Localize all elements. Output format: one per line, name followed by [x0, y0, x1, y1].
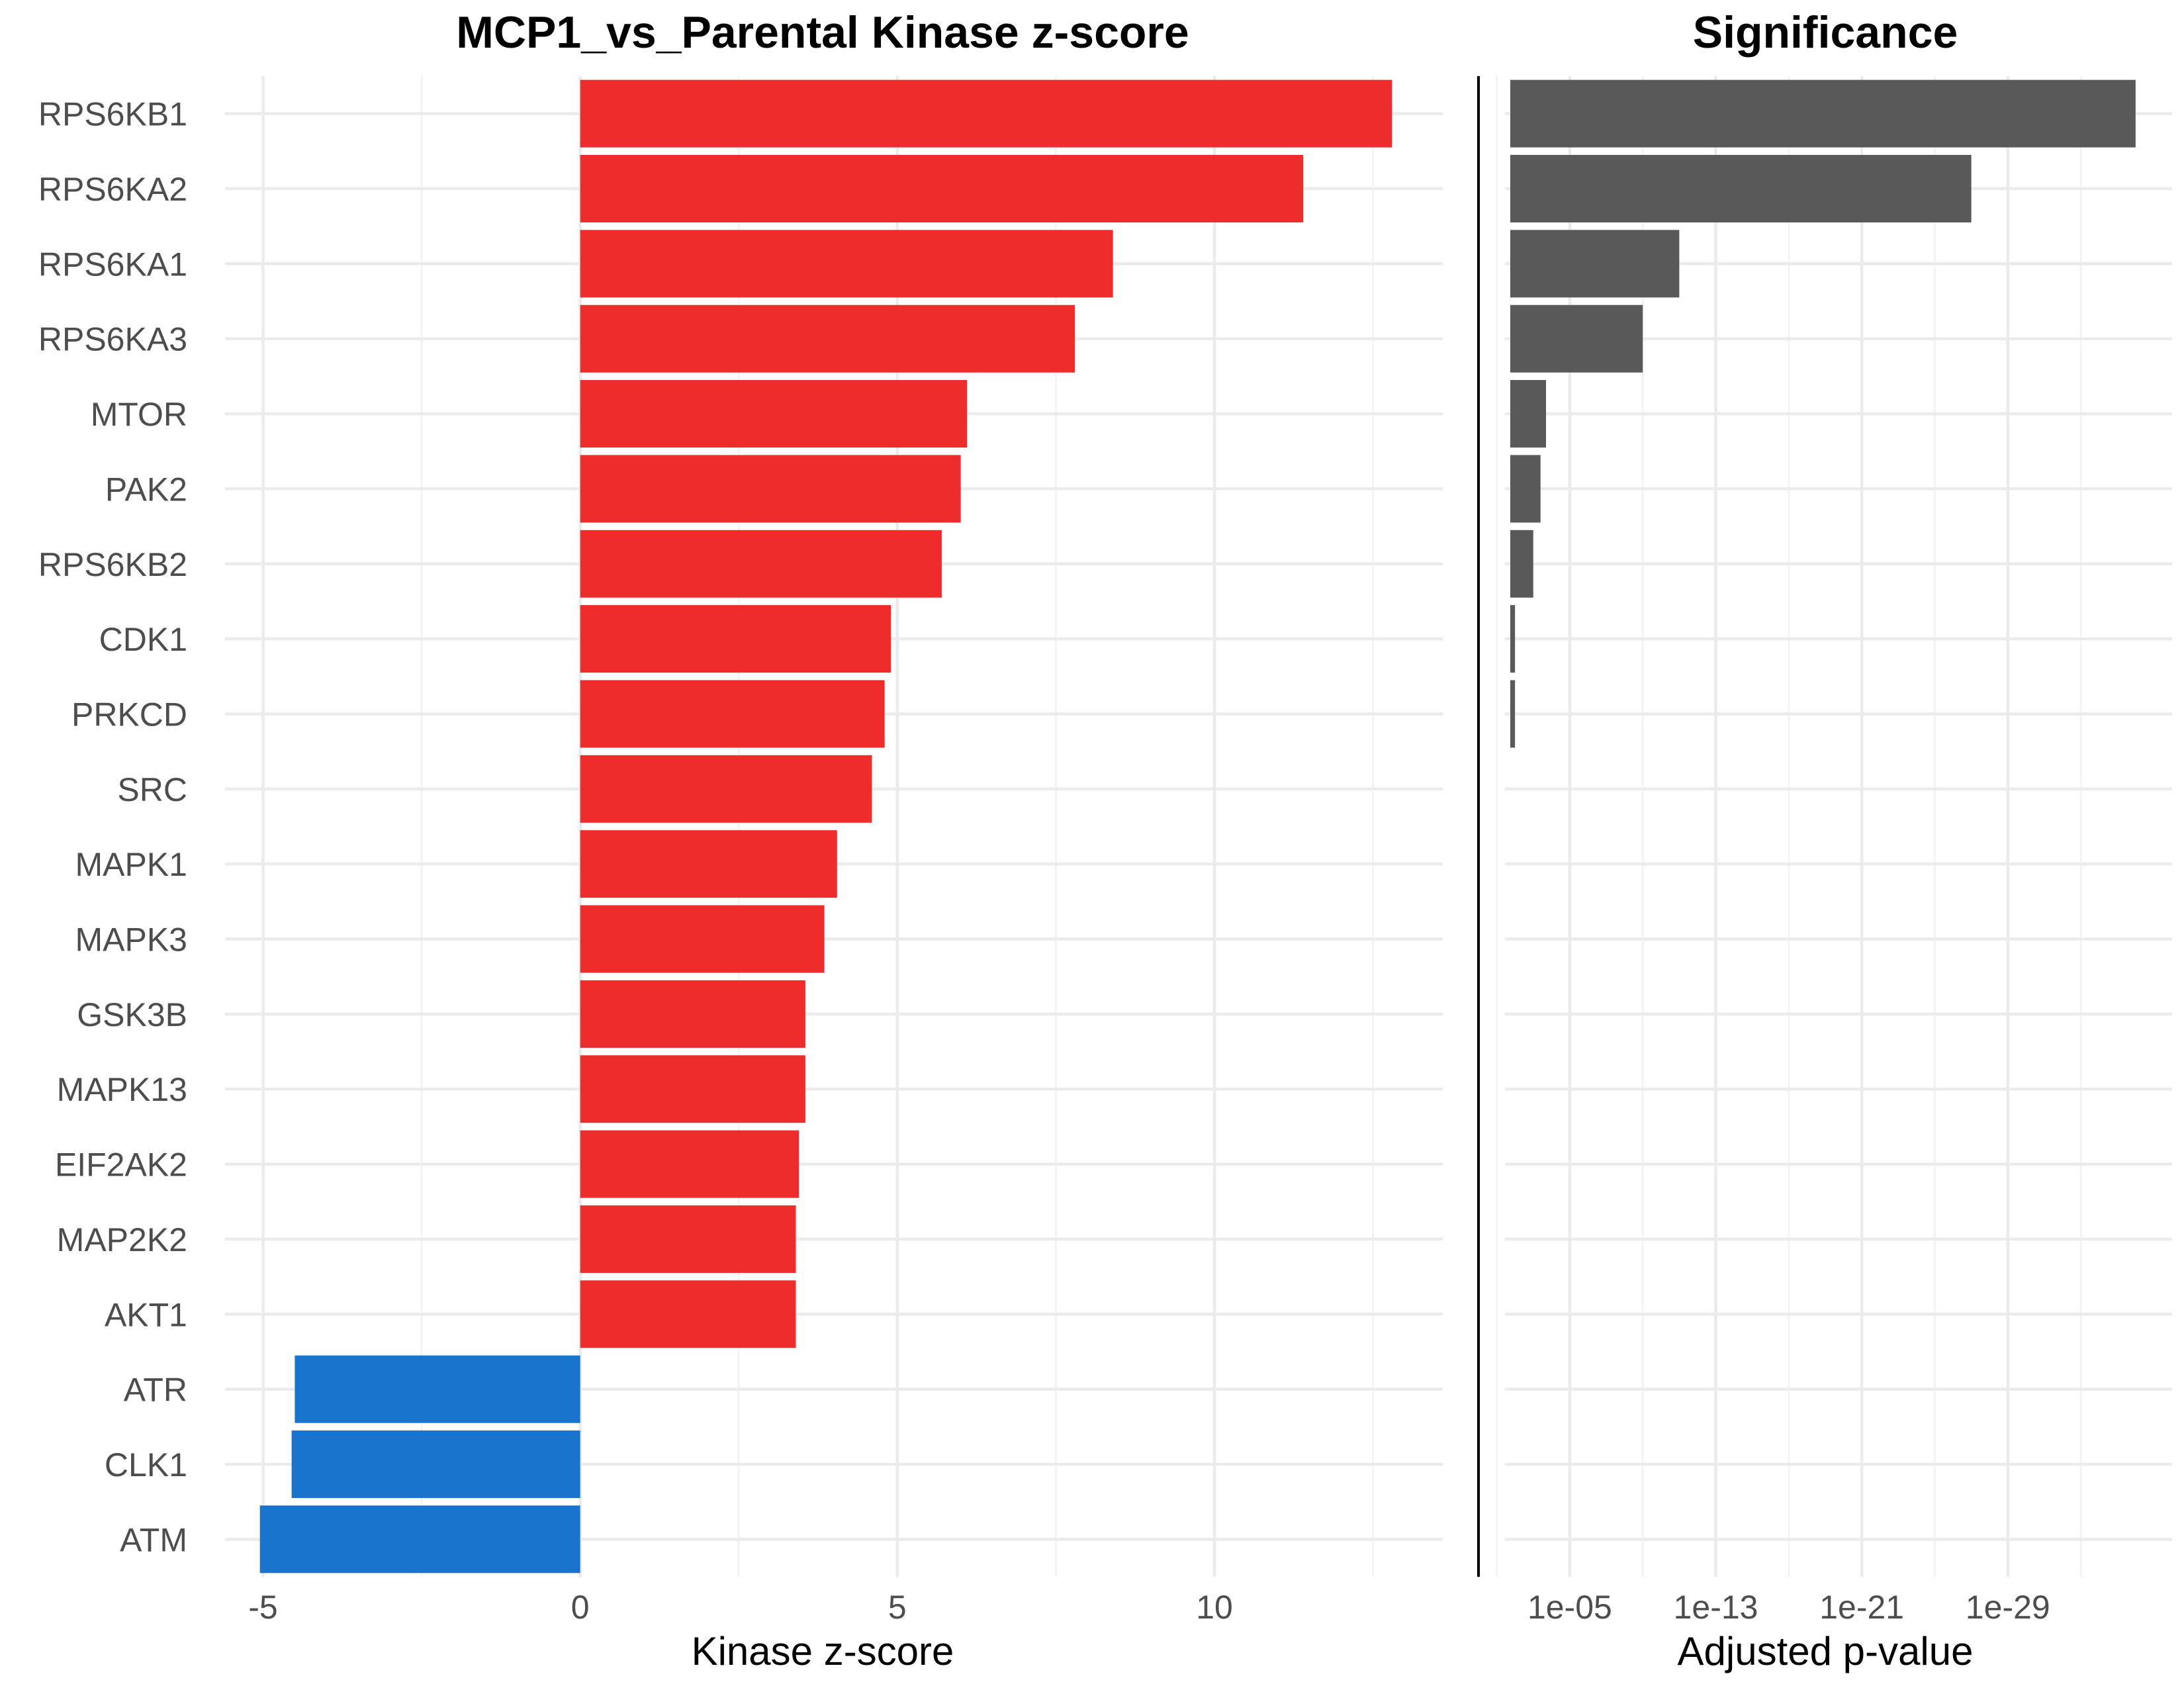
zscore-bar-src [580, 755, 872, 823]
kinase-labels: RPS6KB1 RPS6KA2 RPS6KA1 RPS6KA3 MTOR PAK2 RPS6… [38, 96, 187, 1559]
pvalue-tick-label: 1e-05 [1527, 1589, 1612, 1626]
kinase-label-gsk3b: GSK3B [77, 996, 187, 1033]
pvalue-tick-label: 1e-13 [1674, 1589, 1758, 1626]
pvalue-bar-rps6kb1 [1510, 79, 2136, 148]
kinase-label-mapk13: MAPK13 [57, 1071, 187, 1108]
zscore-bar-gsk3b [580, 980, 805, 1048]
kinase-label-pak2: PAK2 [105, 471, 187, 508]
pvalue-tick-label: 1e-29 [1966, 1589, 2050, 1626]
zscore-bar-rps6ka1 [580, 230, 1113, 298]
zscore-tick-label: 0 [571, 1589, 590, 1626]
kinase-label-mtor: MTOR [91, 396, 187, 433]
kinase-label-mapk3: MAPK3 [75, 921, 187, 959]
zscore-bar-clk1 [291, 1430, 580, 1498]
kinase-label-atm: ATM [120, 1521, 187, 1558]
zscore-bar-akt1 [580, 1280, 796, 1348]
kinase-label-rps6ka3: RPS6KA3 [38, 321, 187, 358]
kinase-label-atr: ATR [124, 1372, 187, 1409]
pvalue-bar-rps6ka3 [1510, 305, 1643, 373]
pvalue-tick-label: 1e-21 [1819, 1589, 1904, 1626]
zscore-bar-map2k2 [580, 1205, 796, 1273]
zscore-bar-cdk1 [580, 605, 891, 673]
pvalue-x-axis-title: Adjusted p-value [1678, 1629, 1974, 1673]
zscore-bar-mapk3 [580, 905, 825, 973]
pvalue-bar-mtor [1510, 380, 1547, 448]
kinase-label-mapk1: MAPK1 [75, 846, 187, 883]
pvalue-bar-prkcd [1510, 680, 1516, 748]
zscore-bar-prkcd [580, 680, 885, 748]
zscore-tick-label: 5 [888, 1589, 907, 1626]
zscore-bar-mtor [580, 380, 968, 448]
kinase-label-rps6kb2: RPS6KB2 [38, 546, 187, 583]
significance-title: Significance [1693, 7, 1958, 58]
kinase-label-src: SRC [117, 771, 187, 808]
significance-grid [1496, 76, 2172, 1577]
zscore-bar-rps6ka2 [580, 155, 1304, 223]
zscore-bar-pak2 [580, 455, 961, 523]
zscore-bars [259, 79, 1392, 1573]
kinase-label-clk1: CLK1 [105, 1446, 187, 1483]
zscore-tick-label: -5 [248, 1589, 277, 1626]
kinase-label-cdk1: CDK1 [99, 621, 187, 658]
pvalue-bar-rps6kb2 [1510, 530, 1533, 598]
zscore-x-axis-title: Kinase z-score [692, 1629, 954, 1673]
kinase-label-akt1: AKT1 [105, 1296, 187, 1333]
zscore-bar-rps6kb2 [580, 530, 942, 598]
kinase-label-rps6kb1: RPS6KB1 [38, 96, 187, 133]
zscore-grid [225, 76, 1443, 1577]
pvalue-x-tick-labels: 1e-05 1e-13 1e-21 1e-29 [1527, 1589, 2050, 1626]
pvalue-bar-pak2 [1510, 455, 1541, 523]
pvalue-bar-rps6ka1 [1510, 230, 1680, 298]
significance-bars [1510, 79, 2136, 748]
significance-panel: 1e-05 1e-13 1e-21 1e-29 Significance Adjust… [1496, 7, 2172, 1673]
zscore-x-tick-labels: -5 0 5 10 [248, 1589, 1233, 1626]
zscore-tick-label: 10 [1196, 1589, 1233, 1626]
pvalue-bar-rps6ka2 [1510, 155, 1972, 223]
kinase-label-rps6ka2: RPS6KA2 [38, 171, 187, 208]
zscore-bar-atr [295, 1355, 580, 1423]
zscore-title: MCP1_vs_Parental Kinase z-score [456, 7, 1189, 58]
kinase-label-eif2ak2: EIF2AK2 [55, 1147, 187, 1184]
zscore-bar-rps6kb1 [580, 79, 1392, 148]
pvalue-bar-cdk1 [1510, 605, 1516, 673]
zscore-bar-atm [259, 1505, 580, 1573]
kinase-label-prkcd: PRKCD [71, 696, 187, 733]
zscore-bar-eif2ak2 [580, 1130, 799, 1198]
zscore-bar-mapk13 [580, 1055, 805, 1123]
zscore-bar-mapk1 [580, 830, 837, 898]
kinase-label-rps6ka1: RPS6KA1 [38, 246, 187, 283]
kinase-label-map2k2: MAP2K2 [57, 1221, 187, 1258]
zscore-panel: RPS6KB1 RPS6KA2 RPS6KA1 RPS6KA3 MTOR PAK2 RPS6… [38, 7, 1443, 1673]
zscore-bar-rps6ka3 [580, 305, 1075, 373]
